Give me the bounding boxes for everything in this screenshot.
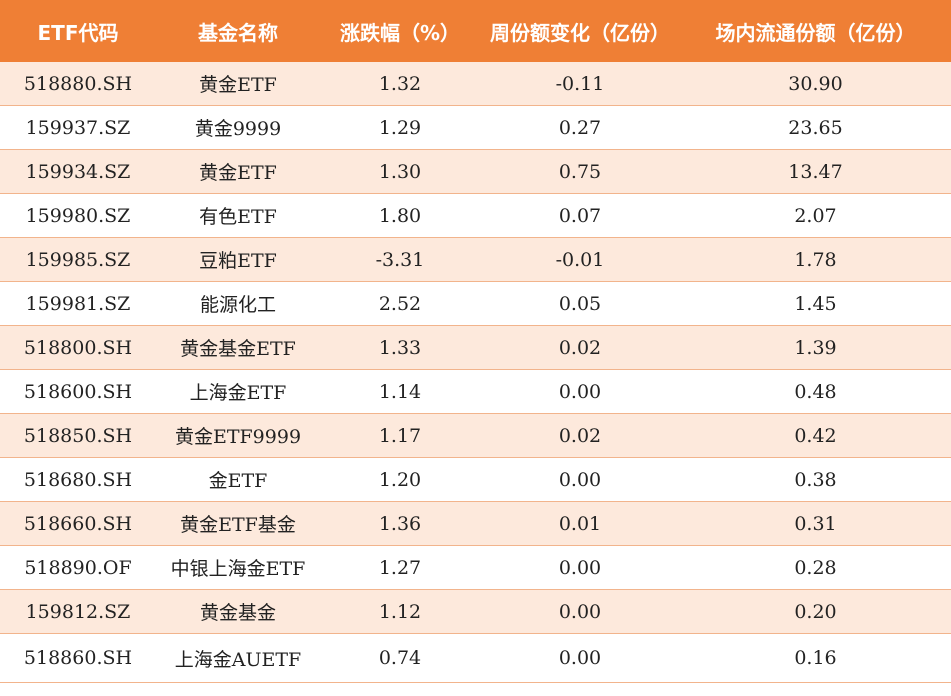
cell-circulating-shares: 0.48 [794,380,837,403]
cell-etf-code: 159980.SZ [25,204,131,227]
cell-etf-code: 159985.SZ [25,248,131,271]
cell-fund-name: 中银上海金ETF [170,558,306,580]
table-body: 518880.SH 黄金ETF 1.32 -0.11 30.90 159937.SZ 黄金9… [0,62,951,683]
cell-fund-name: 黄金ETF [199,74,277,96]
cell-change-pct: 1.36 [378,512,422,535]
cell-circulating-shares: 2.07 [794,204,837,227]
cell-etf-code: 159981.SZ [25,292,131,315]
header-fund-name: 基金名称 [198,20,278,45]
cell-circulating-shares: 0.16 [794,647,837,669]
table-row: 159981.SZ 能源化工 2.52 0.05 1.45 [0,282,951,326]
cell-fund-name: 有色ETF [199,206,277,228]
table-row: 518680.SH 金ETF 1.20 0.00 0.38 [0,458,951,502]
cell-weekly-share-change: -0.11 [555,72,605,95]
cell-fund-name: 黄金9999 [194,118,282,140]
cell-change-pct: 1.29 [378,116,422,139]
header-etf-code: ETF代码 [37,20,119,45]
header-circulating-shares: 场内流通份额（亿份） [715,20,916,45]
cell-circulating-shares: 23.65 [788,116,843,139]
cell-change-pct: 1.14 [378,380,422,403]
cell-weekly-share-change: 0.00 [558,647,602,669]
cell-fund-name: 黄金ETF基金 [180,514,296,536]
cell-weekly-share-change: 0.00 [558,468,602,491]
cell-fund-name: 黄金基金 [199,602,276,624]
cell-weekly-share-change: 0.02 [558,424,602,447]
cell-circulating-shares: 30.90 [788,72,843,95]
cell-weekly-share-change: -0.01 [555,248,605,271]
cell-etf-code: 518600.SH [23,380,133,403]
cell-change-pct: 1.17 [378,424,422,447]
table-row: 159937.SZ 黄金9999 1.29 0.27 23.65 [0,106,951,150]
cell-change-pct: 1.33 [378,336,422,359]
cell-weekly-share-change: 0.05 [558,292,602,315]
cell-circulating-shares: 1.78 [794,248,837,271]
table-row: 518600.SH 上海金ETF 1.14 0.00 0.48 [0,370,951,414]
header-weekly-share-change: 周份额变化（亿份） [490,20,670,45]
cell-circulating-shares: 13.47 [788,160,843,183]
cell-change-pct: 2.52 [378,292,422,315]
cell-etf-code: 159934.SZ [25,160,131,183]
cell-etf-code: 518660.SH [23,512,133,535]
table-row: 518880.SH 黄金ETF 1.32 -0.11 30.90 [0,62,951,106]
cell-fund-name: 金ETF [208,470,268,492]
cell-fund-name: 上海金AUETF [174,648,302,671]
cell-circulating-shares: 1.45 [794,292,837,315]
table-row: 518800.SH 黄金基金ETF 1.33 0.02 1.39 [0,326,951,370]
table-row: 159812.SZ 黄金基金 1.12 0.00 0.20 [0,590,951,634]
cell-weekly-share-change: 0.75 [558,160,602,183]
cell-circulating-shares: 0.38 [794,468,837,491]
table-row: 518850.SH 黄金ETF9999 1.17 0.02 0.42 [0,414,951,458]
table-row: 159934.SZ 黄金ETF 1.30 0.75 13.47 [0,150,951,194]
table-row: 159980.SZ 有色ETF 1.80 0.07 2.07 [0,194,951,238]
cell-circulating-shares: 0.20 [794,600,837,623]
cell-weekly-share-change: 0.02 [558,336,602,359]
cell-weekly-share-change: 0.00 [558,600,602,623]
cell-circulating-shares: 0.42 [794,424,837,447]
cell-weekly-share-change: 0.00 [558,380,602,403]
cell-etf-code: 518680.SH [23,468,133,491]
cell-fund-name: 黄金ETF9999 [174,426,302,448]
cell-fund-name: 黄金ETF [199,162,277,184]
cell-etf-code: 159937.SZ [25,116,131,139]
header-change-pct: 涨跌幅（%） [339,20,461,45]
cell-change-pct: 1.80 [378,204,422,227]
table-row: 518890.OF 中银上海金ETF 1.27 0.00 0.28 [0,546,951,590]
cell-circulating-shares: 1.39 [794,336,837,359]
cell-weekly-share-change: 0.27 [558,116,602,139]
table-row: 159985.SZ 豆粕ETF -3.31 -0.01 1.78 [0,238,951,282]
cell-etf-code: 518800.SH [23,336,133,359]
cell-fund-name: 黄金基金ETF [180,338,296,360]
cell-etf-code: 518880.SH [23,72,133,95]
cell-change-pct: 1.12 [378,600,422,623]
cell-fund-name: 豆粕ETF [199,250,277,272]
table-header: ETF代码 基金名称 涨跌幅（%） 周份额变化（亿份） 场内流通份额（亿份） [0,0,951,62]
cell-change-pct: 1.32 [378,72,422,95]
cell-etf-code: 518890.OF [24,556,132,579]
cell-weekly-share-change: 0.01 [558,512,602,535]
cell-fund-name: 能源化工 [199,294,276,316]
cell-circulating-shares: 0.28 [794,556,837,579]
cell-etf-code: 518860.SH [23,647,133,669]
table-row: 518660.SH 黄金ETF基金 1.36 0.01 0.31 [0,502,951,546]
cell-weekly-share-change: 0.00 [558,556,602,579]
cell-change-pct: 1.27 [378,556,422,579]
cell-change-pct: 1.20 [378,468,422,491]
cell-etf-code: 159812.SZ [25,600,131,623]
cell-change-pct: -3.31 [375,248,425,271]
cell-circulating-shares: 0.31 [794,512,837,535]
cell-fund-name: 上海金ETF [189,382,287,404]
cell-change-pct: 1.30 [378,160,422,183]
cell-weekly-share-change: 0.07 [558,204,602,227]
cell-change-pct: 0.74 [378,647,422,669]
cell-etf-code: 518850.SH [23,424,133,447]
table-row: 518860.SH 上海金AUETF 0.74 0.00 0.16 [0,634,951,683]
